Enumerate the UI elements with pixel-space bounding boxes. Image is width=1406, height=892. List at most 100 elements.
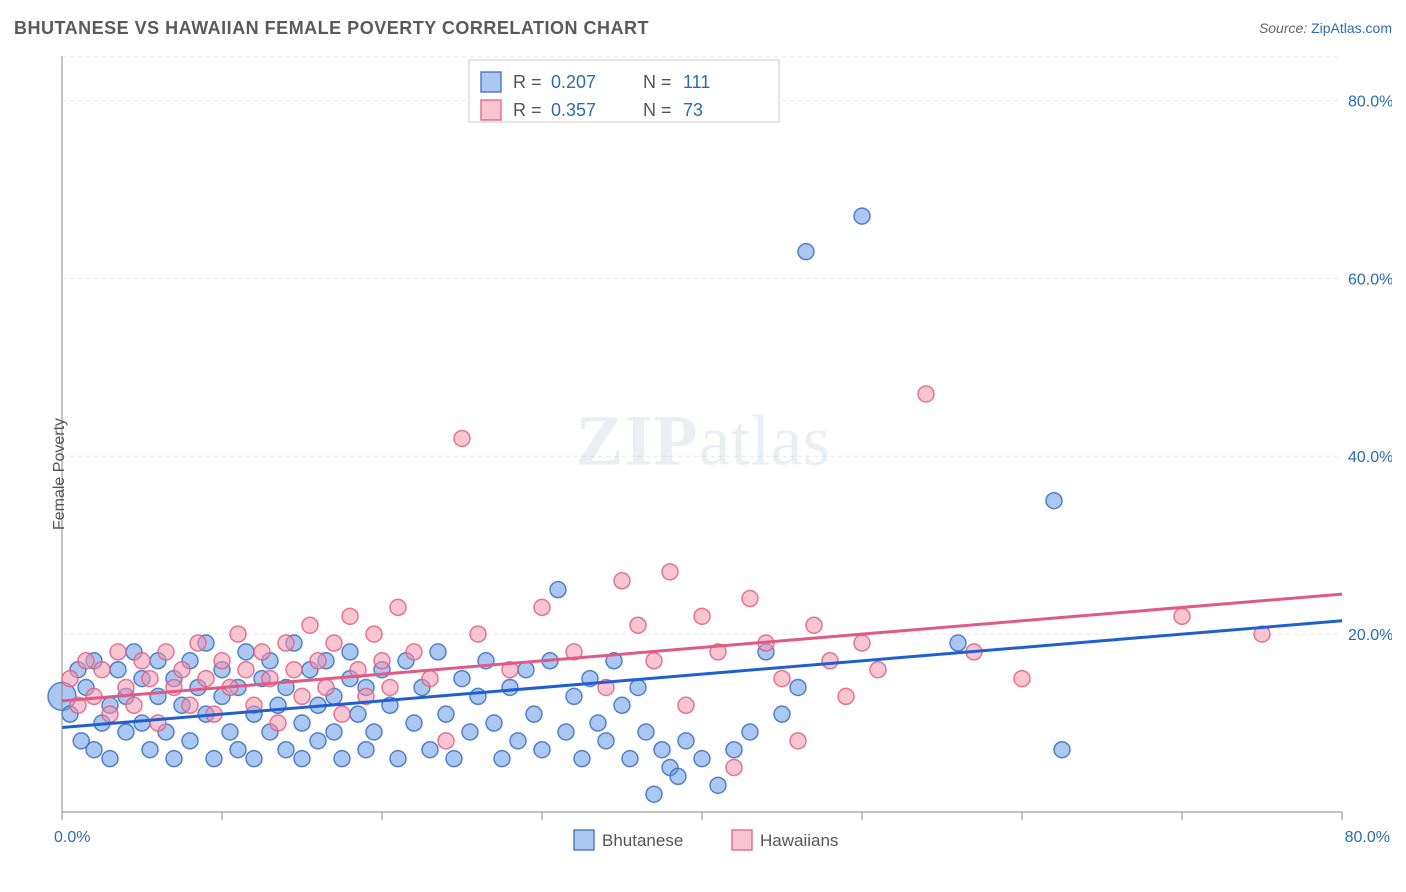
data-point (470, 688, 486, 704)
data-point (94, 662, 110, 678)
data-point (662, 564, 678, 580)
data-point (454, 430, 470, 446)
data-point (446, 751, 462, 767)
data-point (870, 662, 886, 678)
legend-n-label: N = (643, 72, 672, 92)
data-point (614, 697, 630, 713)
data-point (238, 644, 254, 660)
data-point (854, 208, 870, 224)
data-point (62, 671, 78, 687)
data-point (438, 706, 454, 722)
data-point (774, 671, 790, 687)
data-point (390, 599, 406, 615)
data-point (366, 724, 382, 740)
data-point (350, 706, 366, 722)
data-point (182, 733, 198, 749)
series-legend: Bhutanese Hawaiians (574, 830, 838, 850)
data-point (470, 626, 486, 642)
data-point (310, 733, 326, 749)
data-point (222, 724, 238, 740)
chart-svg: 20.0%40.0%60.0%80.0%0.0%80.0%R =0.207N =… (14, 56, 1392, 872)
x-tick-label: 80.0% (1345, 829, 1390, 846)
data-point (342, 608, 358, 624)
data-point (790, 679, 806, 695)
data-point (214, 653, 230, 669)
legend-r-value: 0.207 (551, 72, 596, 92)
series-hawaiians (62, 386, 1270, 776)
legend-series-name: Hawaiians (760, 831, 838, 850)
data-point (622, 751, 638, 767)
data-point (438, 733, 454, 749)
correlation-legend: R =0.207N =111R =0.357N =73 (469, 60, 779, 122)
data-point (318, 679, 334, 695)
data-point (110, 644, 126, 660)
data-point (254, 644, 270, 660)
data-point (230, 626, 246, 642)
data-point (646, 786, 662, 802)
data-point (126, 697, 142, 713)
source: Source: ZipAtlas.com (1259, 20, 1392, 36)
data-point (550, 582, 566, 598)
data-point (726, 760, 742, 776)
data-point (742, 724, 758, 740)
data-point (670, 768, 686, 784)
data-point (1054, 742, 1070, 758)
data-point (1014, 671, 1030, 687)
data-point (798, 244, 814, 260)
data-point (726, 742, 742, 758)
data-point (694, 751, 710, 767)
legend-swatch (574, 830, 594, 850)
data-point (278, 635, 294, 651)
source-link[interactable]: ZipAtlas.com (1311, 20, 1392, 36)
y-tick-label: 40.0% (1348, 449, 1392, 466)
data-point (822, 653, 838, 669)
data-point (326, 635, 342, 651)
data-point (486, 715, 502, 731)
data-point (630, 617, 646, 633)
legend-swatch (481, 100, 501, 120)
chart-title: BHUTANESE VS HAWAIIAN FEMALE POVERTY COR… (14, 18, 649, 38)
data-point (390, 751, 406, 767)
chart-area: Female Poverty ZIPatlas 20.0%40.0%60.0%8… (14, 56, 1392, 892)
data-point (294, 751, 310, 767)
data-point (246, 751, 262, 767)
data-point (142, 742, 158, 758)
data-point (710, 777, 726, 793)
data-point (302, 617, 318, 633)
data-point (326, 724, 342, 740)
series-bhutanese (48, 208, 1070, 802)
y-axis-label: Female Poverty (51, 418, 69, 530)
data-point (118, 724, 134, 740)
data-point (950, 635, 966, 651)
y-tick-label: 80.0% (1348, 93, 1392, 110)
data-point (838, 688, 854, 704)
data-point (534, 742, 550, 758)
data-point (1046, 493, 1062, 509)
data-point (654, 742, 670, 758)
data-point (342, 644, 358, 660)
data-point (454, 671, 470, 687)
data-point (366, 626, 382, 642)
data-point (534, 599, 550, 615)
legend-swatch (732, 830, 752, 850)
data-point (134, 653, 150, 669)
data-point (150, 688, 166, 704)
data-point (918, 386, 934, 402)
data-point (206, 751, 222, 767)
data-point (286, 662, 302, 678)
legend-series-name: Bhutanese (602, 831, 683, 850)
data-point (574, 751, 590, 767)
data-point (462, 724, 478, 740)
data-point (630, 679, 646, 695)
legend-n-label: N = (643, 100, 672, 120)
data-point (334, 751, 350, 767)
source-label: Source: (1259, 20, 1307, 36)
data-point (118, 679, 134, 695)
data-point (238, 662, 254, 678)
data-point (270, 715, 286, 731)
data-point (494, 751, 510, 767)
data-point (646, 653, 662, 669)
data-point (86, 742, 102, 758)
y-tick-label: 60.0% (1348, 271, 1392, 288)
data-point (1174, 608, 1190, 624)
